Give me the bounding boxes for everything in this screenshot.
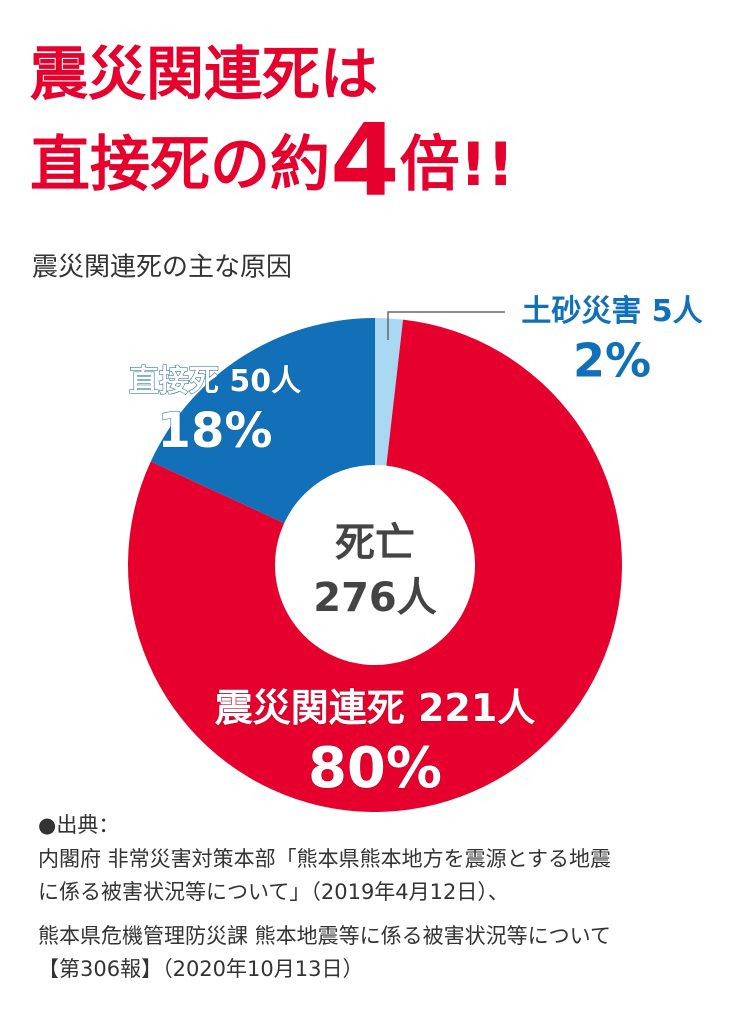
percent-label: 18% [158, 403, 273, 459]
title-part: 倍!! [400, 130, 515, 200]
percent-label: 80% [308, 736, 442, 801]
subtitle: 震災関連死の主な原因 [32, 253, 292, 283]
source-heading: ●出典： [38, 813, 119, 837]
value-label: 50人 [229, 364, 301, 399]
title-number: 4 [330, 102, 400, 219]
center-total: 276人 [313, 575, 437, 621]
source-line: に係る被害状況等について」（2019年4月12日）、 [38, 880, 509, 904]
source-line: 内閣府 非常災害対策本部「熊本県熊本地方を震源とする地震 [38, 847, 611, 871]
title-part: 直接死の約 [30, 130, 330, 200]
percent-label: 2% [573, 334, 651, 388]
donut-slice [150, 318, 375, 524]
category-name: 土砂災害 [521, 294, 641, 329]
donut-slice [127, 319, 622, 812]
donut [127, 318, 622, 812]
donut-slice [375, 318, 404, 466]
slice-label: 直接死 50人 [129, 364, 301, 399]
value-label: 5人 [652, 294, 703, 329]
category-name: 直接死 [129, 364, 219, 399]
title-line1: 震災関連死は [30, 40, 378, 108]
slice-label: 土砂災害 5人 [521, 294, 702, 329]
source-line: 【第306報】（2020年10月13日） [38, 957, 363, 981]
value-label: 221人 [418, 686, 535, 730]
slice-label: 震災関連死 221人 [215, 686, 536, 730]
source-line: 熊本県危機管理防災課 熊本地震等に係る被害状況等について [38, 924, 611, 948]
category-name: 震災関連死 [215, 686, 405, 730]
leader-line [387, 311, 505, 340]
center-label: 死亡 [335, 520, 415, 566]
title-line2: 直接死の約4倍!! [30, 102, 514, 219]
